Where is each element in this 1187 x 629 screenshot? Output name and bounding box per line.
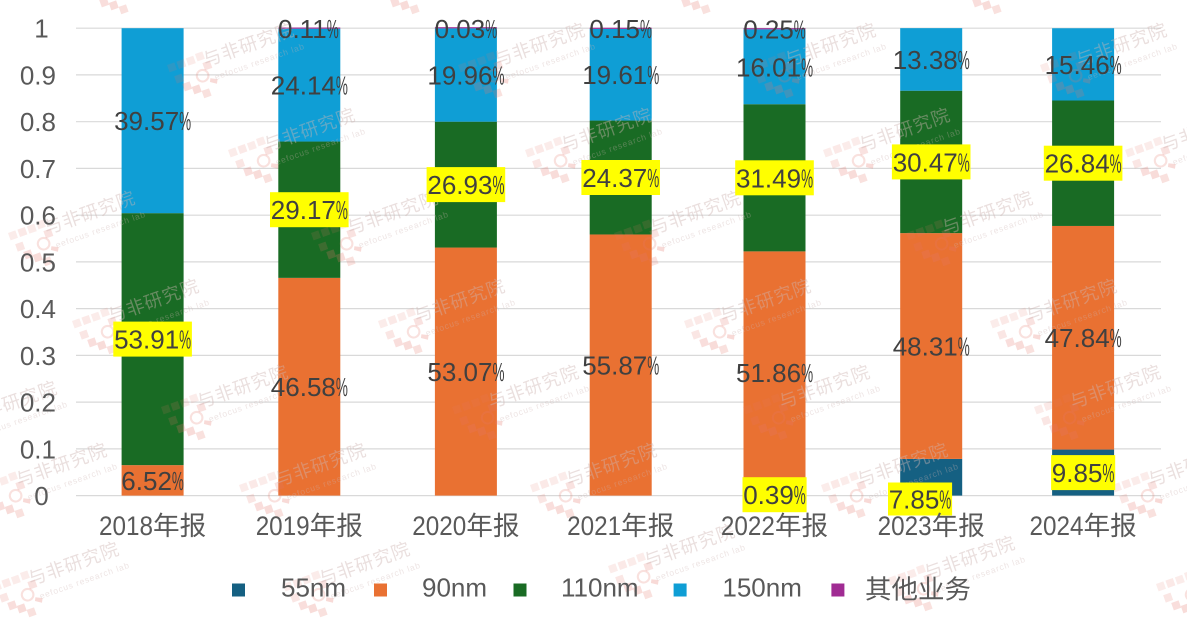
svg-text:2020: 2020 (412, 511, 466, 541)
svg-text:0.6: 0.6 (20, 201, 56, 231)
svg-text:0.15%: 0.15% (589, 14, 652, 44)
svg-text:150nm: 150nm (722, 573, 802, 603)
svg-text:24.37%: 24.37% (582, 163, 659, 193)
svg-text:0.3: 0.3 (20, 341, 56, 371)
svg-text:2019: 2019 (256, 511, 310, 541)
svg-text:0.8: 0.8 (20, 107, 56, 137)
svg-text:53.91%: 53.91% (114, 325, 191, 355)
svg-text:13.38%: 13.38% (893, 45, 970, 75)
svg-text:110nm: 110nm (561, 573, 639, 603)
svg-text:0.2: 0.2 (20, 388, 56, 418)
svg-text:2018: 2018 (99, 511, 153, 541)
svg-text:29.17%: 29.17% (271, 195, 348, 225)
svg-text:1: 1 (34, 14, 48, 44)
svg-text:39.57%: 39.57% (114, 106, 191, 136)
svg-text:30.47%: 30.47% (893, 147, 970, 177)
svg-text:24.14%: 24.14% (271, 71, 348, 101)
svg-text:0.03%: 0.03% (435, 14, 498, 44)
svg-text:9.85%: 9.85% (1052, 458, 1115, 488)
svg-text:2023: 2023 (878, 511, 932, 541)
svg-text:15.46%: 15.46% (1045, 50, 1122, 80)
svg-text:26.84%: 26.84% (1045, 149, 1122, 179)
svg-text:31.49%: 31.49% (736, 163, 813, 193)
svg-text:55.87%: 55.87% (582, 351, 659, 381)
svg-text:0: 0 (34, 481, 48, 511)
svg-text:53.07%: 53.07% (427, 357, 504, 387)
svg-text:2022: 2022 (721, 511, 775, 541)
svg-text:0.39%: 0.39% (743, 480, 806, 510)
svg-text:16.01%: 16.01% (736, 52, 813, 82)
svg-text:2024: 2024 (1030, 511, 1084, 541)
svg-text:47.84%: 47.84% (1045, 323, 1122, 353)
svg-text:19.96%: 19.96% (427, 61, 504, 91)
svg-text:6.52%: 6.52% (121, 466, 184, 496)
svg-text:46.58%: 46.58% (271, 372, 348, 402)
svg-text:26.93%: 26.93% (427, 170, 504, 200)
svg-text:0.11%: 0.11% (278, 14, 339, 44)
svg-text:0.25%: 0.25% (743, 14, 806, 44)
svg-text:55nm: 55nm (281, 573, 346, 603)
svg-text:0.9: 0.9 (20, 60, 56, 90)
svg-text:90nm: 90nm (422, 573, 487, 603)
svg-text:0.5: 0.5 (20, 247, 56, 277)
svg-text:19.61%: 19.61% (582, 60, 659, 90)
svg-text:51.86%: 51.86% (736, 358, 813, 388)
svg-text:0.1: 0.1 (20, 434, 56, 464)
svg-text:2021: 2021 (567, 511, 621, 541)
svg-text:7.85%: 7.85% (889, 485, 952, 515)
svg-text:48.31%: 48.31% (893, 332, 970, 362)
svg-text:0.7: 0.7 (20, 154, 56, 184)
svg-text:0.4: 0.4 (20, 294, 56, 324)
